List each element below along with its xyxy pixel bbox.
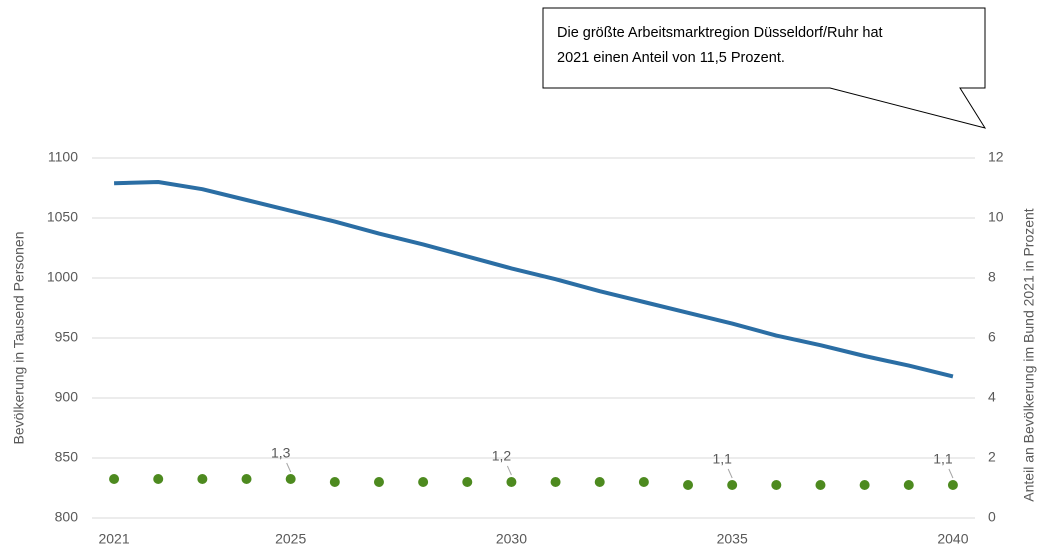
data-label: 1,2 [492, 448, 512, 464]
data-point [462, 477, 473, 487]
label-leader [948, 468, 954, 479]
y-tick-label: 1000 [47, 269, 78, 285]
y-tick-label: 900 [55, 389, 79, 405]
label-leader [727, 468, 733, 479]
y2-tick-label: 10 [988, 209, 1004, 225]
y-axis-title: Bevölkerung in Tausend Personen [11, 231, 27, 444]
annotation-line: 2021 einen Anteil von 11,5 Prozent. [557, 50, 785, 66]
data-point [329, 477, 340, 487]
y2-tick-label: 8 [988, 269, 996, 285]
label-leader [506, 465, 512, 476]
data-line [114, 180, 954, 379]
data-point [241, 474, 252, 484]
data-point [594, 477, 605, 487]
x-tick-label: 2025 [275, 531, 306, 547]
data-point [859, 480, 870, 490]
x-tick-label: 2030 [496, 531, 527, 547]
y-tick-label: 800 [55, 509, 79, 525]
data-point [373, 477, 384, 487]
callout-box [542, 7, 987, 129]
y-tick-label: 850 [55, 449, 79, 465]
data-label: 1,1 [712, 451, 732, 467]
y2-tick-label: 0 [988, 509, 996, 525]
y2-tick-label: 12 [988, 149, 1004, 165]
data-point [153, 474, 164, 484]
data-point [550, 477, 561, 487]
annotation-line: Die größte Arbeitsmarktregion Düsseldorf… [557, 25, 883, 41]
data-label: 1,1 [933, 451, 953, 467]
data-point [285, 474, 296, 484]
label-leader [286, 462, 292, 473]
x-tick-label: 2035 [717, 531, 748, 547]
y-tick-label: 1050 [47, 209, 78, 225]
data-point [197, 474, 208, 484]
x-tick-label: 2021 [98, 531, 129, 547]
data-point [727, 480, 738, 490]
data-point [418, 477, 429, 487]
data-point [903, 480, 914, 490]
data-point [947, 480, 958, 490]
y2-tick-label: 4 [988, 389, 996, 405]
data-point [771, 480, 782, 490]
data-point [109, 474, 120, 484]
y2-axis-title: Anteil an Bevölkerung im Bund 2021 in Pr… [1021, 208, 1037, 502]
data-point [815, 480, 826, 490]
data-point [683, 480, 694, 490]
y-tick-label: 950 [55, 329, 79, 345]
x-tick-label: 2040 [937, 531, 968, 547]
y2-tick-label: 6 [988, 329, 996, 345]
data-label: 1,3 [271, 445, 291, 461]
data-point [638, 477, 649, 487]
y-tick-label: 1100 [48, 149, 78, 165]
data-point [506, 477, 517, 487]
y2-tick-label: 2 [988, 449, 996, 465]
